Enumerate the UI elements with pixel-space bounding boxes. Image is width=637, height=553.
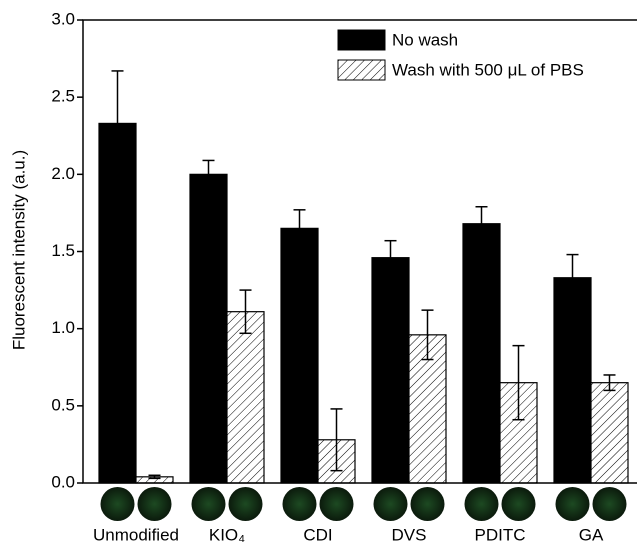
bar [281,228,318,483]
sample-image [374,487,408,521]
bar [591,383,628,483]
bar [554,278,591,483]
sample-image [138,487,172,521]
y-tick-label: 0.0 [51,472,75,491]
sample-image [465,487,499,521]
sample-image [192,487,226,521]
sample-image [556,487,590,521]
sample-image [101,487,135,521]
x-tick-label: PDITC [475,525,526,544]
chart: Fluorescent intensity (a.u.) 0.0 0.5 1.0 1.… [0,0,637,553]
legend-label: Wash with 500 μL of PBS [392,60,584,79]
bar [463,224,500,483]
legend-label: No wash [392,30,458,49]
sample-image [593,487,627,521]
x-tick-label: DVS [392,525,427,544]
y-tick-label: 1.0 [51,318,75,337]
sample-image [229,487,263,521]
x-tick-label: GA [579,525,604,544]
y-axis-label: Fluorescent intensity (a.u.) [9,150,28,350]
x-tick-label: Unmodified [93,525,179,544]
x-tick-label: KIO₄ [209,525,245,544]
sample-image [320,487,354,521]
x-tick-label: CDI [303,525,332,544]
sample-image [411,487,445,521]
bar [190,174,227,483]
y-tick-label: 3.0 [51,9,75,28]
bar [372,258,409,483]
bar [227,312,264,483]
legend-swatch [338,30,385,50]
legend-swatch [338,60,385,80]
sample-image [502,487,536,521]
y-tick-label: 1.5 [51,241,75,260]
bar [99,123,136,483]
y-tick-label: 2.5 [51,87,75,106]
sample-image [283,487,317,521]
y-tick-label: 0.5 [51,395,75,414]
y-tick-label: 2.0 [51,164,75,183]
